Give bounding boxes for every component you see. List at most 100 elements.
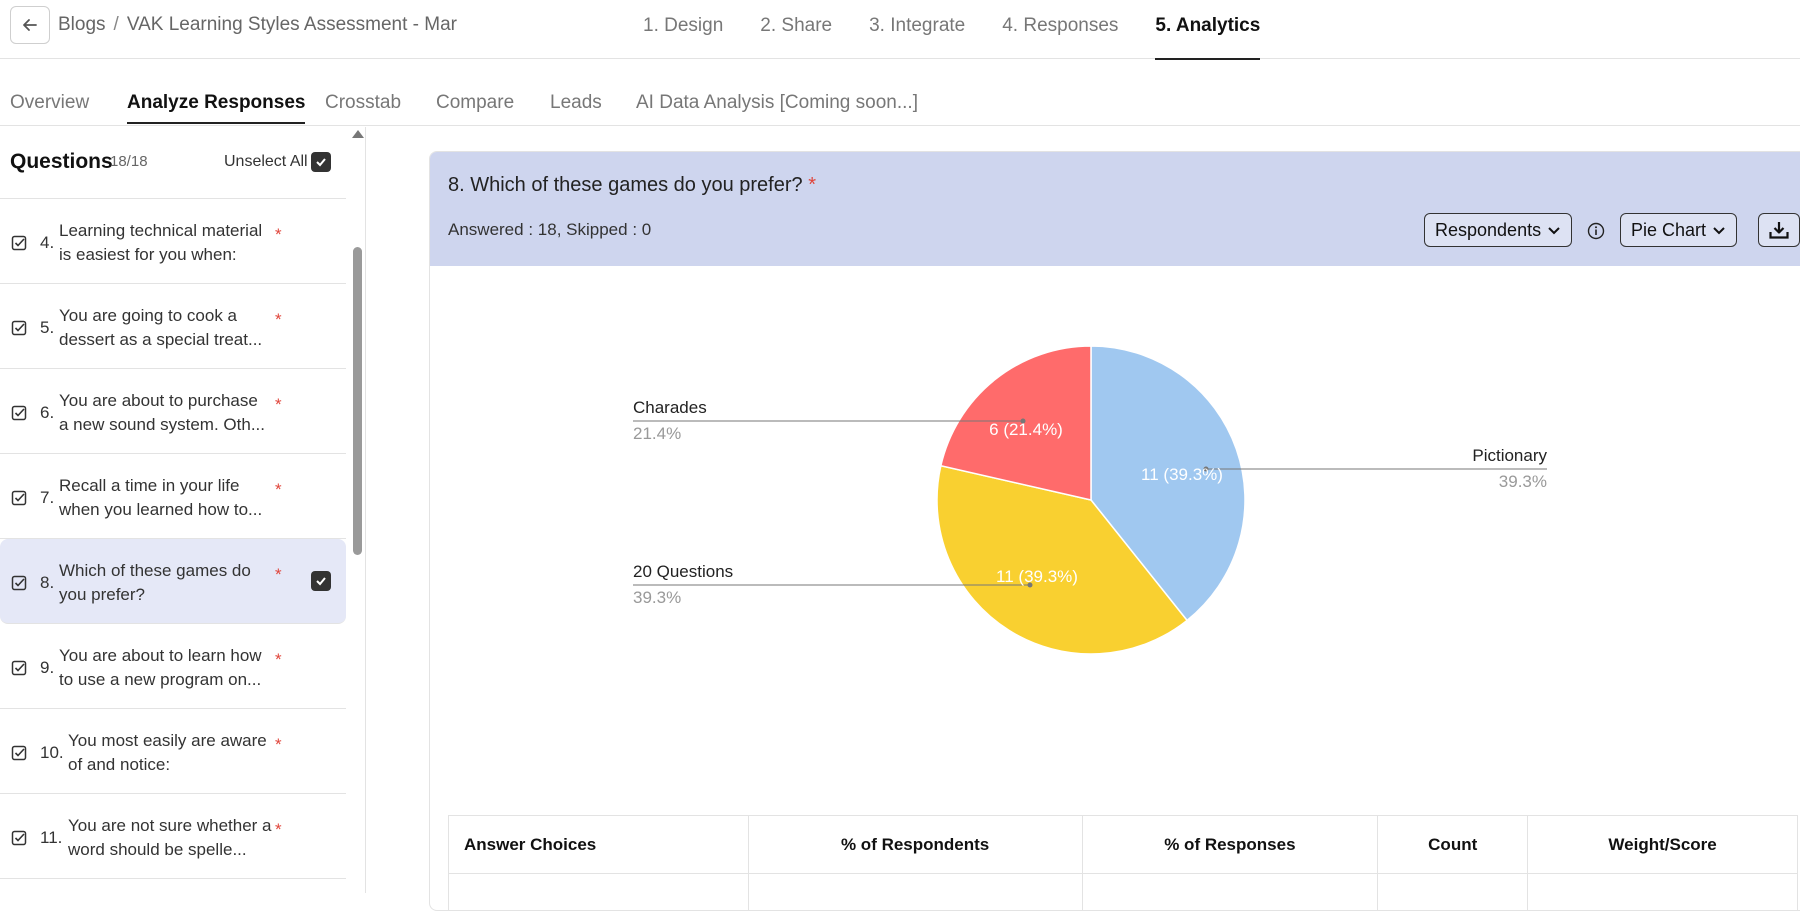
required-marker: * [275,395,282,415]
breadcrumb-parent[interactable]: Blogs [58,14,106,35]
column-header[interactable]: % of Responses [1082,816,1378,874]
step-nav: 1. Design 2. Share 3. Integrate 4. Respo… [643,0,1297,59]
question-number: 6. [40,403,54,423]
question-title-text: 8. Which of these games do you prefer? [448,174,803,196]
back-button[interactable] [10,6,50,44]
question-text: You are going to cook a dessert as a spe… [59,304,269,352]
scrollbar-thumb[interactable] [353,247,362,555]
questions-list: 4. Learning technical material is easies… [0,199,346,879]
question-text: You are about to purchase a new sound sy… [59,389,269,437]
legend-label-charades: Charades [633,398,707,417]
step-analytics[interactable]: 5. Analytics [1155,0,1260,59]
required-marker: * [275,735,282,755]
column-header[interactable]: Answer Choices [449,816,749,874]
analytics-tabs: Overview Analyze Responses Crosstab Comp… [0,60,1800,126]
checkbox-icon[interactable] [11,830,27,846]
question-number: 10. [40,743,64,763]
question-text: You are not sure whether a word should b… [68,814,278,862]
info-icon[interactable] [1587,222,1605,240]
required-marker: * [275,225,282,245]
answered-label: Answered : [448,220,533,239]
breadcrumb-separator: / [114,14,119,35]
skipped-value: 0 [642,220,651,239]
chevron-down-icon [1712,223,1726,237]
required-marker: * [275,565,282,585]
question-item-6[interactable]: 6. You are about to purchase a new sound… [0,369,346,454]
unselect-all-button[interactable]: Unselect All [224,153,308,171]
tab-overview[interactable]: Overview [10,92,89,114]
check-icon [315,575,327,587]
tab-crosstab[interactable]: Crosstab [325,92,401,114]
question-text: You are about to learn how to use a new … [59,644,269,692]
required-marker: * [275,820,282,840]
data-label-charades: 6 (21.4%) [989,420,1063,439]
question-item-8[interactable]: 8. Which of these games do you prefer? * [0,539,346,624]
checkbox-icon[interactable] [11,660,27,676]
column-header[interactable]: Weight/Score [1528,816,1798,874]
question-text: Recall a time in your life when you lear… [59,474,269,522]
legend-percent-charades: 21.4% [633,424,681,443]
check-icon [315,156,327,168]
checkbox-icon[interactable] [11,490,27,506]
sidebar-scrollbar[interactable] [350,127,364,893]
chart-type-dropdown-label: Pie Chart [1631,220,1706,241]
step-design[interactable]: 1. Design [643,0,723,59]
step-integrate[interactable]: 3. Integrate [869,0,965,59]
legend-percent-20-questions: 39.3% [633,588,681,607]
data-label-pictionary: 11 (39.3%) [1141,465,1223,484]
question-text: Learning technical material is easiest f… [59,219,269,267]
questions-header: Questions 18/18 Unselect All [0,127,346,199]
respondents-dropdown-label: Respondents [1435,220,1541,241]
question-number: 11. [40,828,62,848]
checkbox-icon[interactable] [11,320,27,336]
arrow-left-icon [20,15,40,35]
question-item-11[interactable]: 11. You are not sure whether a word shou… [0,794,346,879]
column-header[interactable]: % of Respondents [748,816,1082,874]
checkbox-icon[interactable] [11,405,27,421]
question-item-7[interactable]: 7. Recall a time in your life when you l… [0,454,346,539]
required-marker: * [275,650,282,670]
question-number: 9. [40,658,54,678]
tab-compare[interactable]: Compare [436,92,514,114]
checkbox-icon[interactable] [11,575,27,591]
questions-count: 18/18 [110,153,148,170]
question-text: Which of these games do you prefer? [59,559,269,607]
table-row [449,874,1798,911]
tab-leads[interactable]: Leads [550,92,602,114]
step-responses[interactable]: 4. Responses [1002,0,1118,59]
data-label-20-questions: 11 (39.3%) [996,567,1078,586]
pie-chart: Pictionary 39.3% 11 (39.3%) 20 Questions 39.… [430,266,1800,806]
top-bar: Blogs/VAK Learning Styles Assessment - M… [0,0,1800,59]
required-marker: * [275,310,282,330]
legend-label-pictionary: Pictionary [1472,446,1547,465]
legend-percent-pictionary: 39.3% [1499,472,1547,491]
respondents-dropdown[interactable]: Respondents [1424,213,1572,247]
selected-question-checkbox[interactable] [311,571,331,591]
step-share[interactable]: 2. Share [760,0,832,59]
checkbox-icon[interactable] [11,235,27,251]
legend-label-20-questions: 20 Questions [633,562,733,581]
questions-title: Questions [10,150,113,174]
required-marker: * [808,174,816,196]
answered-value: 18, [538,220,562,239]
question-number: 7. [40,488,54,508]
chevron-down-icon [1547,223,1561,237]
question-item-9[interactable]: 9. You are about to learn how to use a n… [0,624,346,709]
question-text: You most easily are aware of and notice: [68,729,278,777]
checkbox-icon[interactable] [11,745,27,761]
required-marker: * [275,480,282,500]
download-icon [1768,220,1790,240]
question-item-10[interactable]: 10. You most easily are aware of and not… [0,709,346,794]
scroll-up-arrow-icon[interactable] [352,130,364,138]
question-number: 4. [40,233,54,253]
tab-analyze-responses[interactable]: Analyze Responses [127,92,305,114]
select-all-checkbox[interactable] [311,152,331,172]
question-item-5[interactable]: 5. You are going to cook a dessert as a … [0,284,346,369]
question-number: 5. [40,318,54,338]
question-item-4[interactable]: 4. Learning technical material is easies… [0,199,346,284]
table-header-row: Answer Choices % of Respondents % of Res… [449,816,1798,874]
column-header[interactable]: Count [1378,816,1528,874]
chart-type-dropdown[interactable]: Pie Chart [1620,213,1737,247]
tab-ai-data-analysis[interactable]: AI Data Analysis [Coming soon...] [636,92,918,114]
download-button[interactable] [1758,213,1800,247]
